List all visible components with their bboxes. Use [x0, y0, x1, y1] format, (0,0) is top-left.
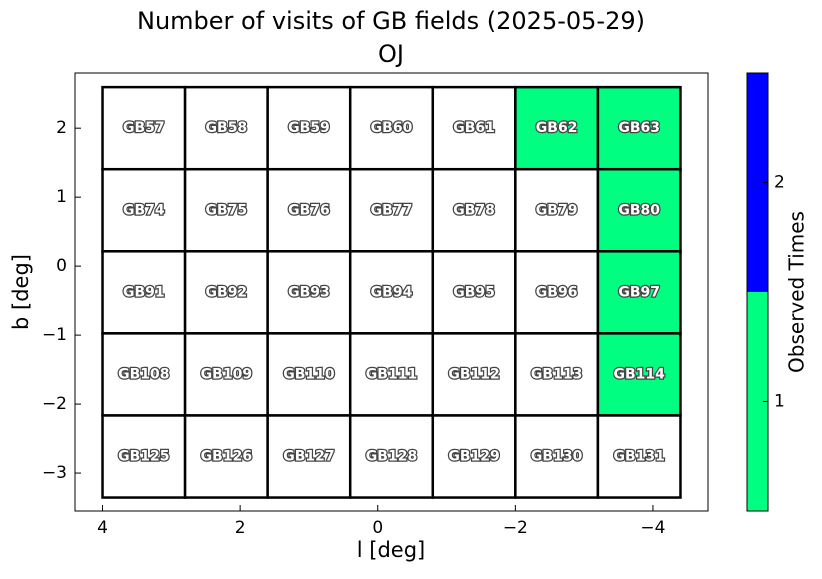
chart-title: Number of visits of GB fields (2025-05-2… [137, 7, 645, 35]
field-cell [183, 85, 269, 171]
field-label: GB76 [288, 202, 330, 218]
field-label: GB131 [614, 449, 665, 465]
field-cell [183, 332, 269, 417]
y-tick-label: −3 [42, 463, 67, 483]
field-cell [183, 250, 269, 335]
field-cell [514, 332, 600, 417]
colorbar-segment [747, 73, 768, 292]
colorbar-frame [746, 72, 769, 512]
colorbar-tick-label: 1 [774, 392, 785, 412]
chart-subtitle: OJ [378, 40, 404, 68]
field-label: GB61 [453, 120, 495, 136]
field-label: GB108 [118, 366, 169, 382]
field-cell [431, 250, 517, 335]
field-label: GB114 [614, 366, 666, 382]
y-tick-label: −1 [42, 325, 67, 345]
field-cell [266, 250, 352, 335]
y-axis-label: b [deg] [9, 254, 33, 330]
x-axis-label: l [deg] [357, 538, 425, 562]
y-tick-label: 1 [56, 187, 67, 207]
field-label: GB97 [618, 284, 660, 300]
colorbar-label: Observed Times [785, 211, 809, 373]
field-label: GB125 [118, 449, 169, 465]
field-label: GB57 [123, 120, 165, 136]
field-label: GB60 [371, 120, 413, 136]
x-tick-label: −2 [503, 518, 528, 538]
field-label: GB62 [536, 120, 578, 136]
x-tick-label: 2 [235, 518, 246, 538]
field-label: GB94 [371, 284, 413, 300]
field-label: GB128 [366, 449, 417, 465]
x-tick-label: 0 [372, 518, 383, 538]
field-label: GB58 [206, 120, 248, 136]
y-tick-label: 2 [56, 118, 67, 138]
field-label: GB80 [618, 202, 660, 218]
field-label: GB111 [366, 366, 417, 382]
field-cell [514, 414, 600, 499]
field-label: GB109 [201, 366, 252, 382]
colorbar-tick-label: 2 [774, 173, 785, 193]
field-label: GB113 [531, 366, 582, 382]
field-label: GB112 [448, 366, 499, 382]
field-label: GB96 [536, 284, 578, 300]
field-cell [431, 167, 517, 253]
field-cell [596, 250, 682, 335]
field-cell [101, 85, 187, 171]
field-label: GB130 [531, 449, 583, 465]
field-label: GB63 [618, 120, 660, 136]
field-cell [266, 414, 352, 499]
field-label: GB129 [448, 449, 499, 465]
field-cell [596, 414, 682, 499]
y-tick-label: 0 [56, 256, 67, 276]
field-cell [101, 332, 187, 417]
field-label: GB126 [201, 449, 252, 465]
field-label: GB79 [536, 202, 578, 218]
field-label: GB110 [283, 366, 335, 382]
field-label: GB127 [283, 449, 334, 465]
field-cell [266, 167, 352, 253]
field-label: GB59 [288, 120, 330, 136]
x-tick-label: −4 [640, 518, 665, 538]
field-label: GB78 [453, 202, 495, 218]
field-label: GB77 [371, 202, 413, 218]
plot-frame [74, 72, 709, 512]
field-label: GB75 [206, 202, 248, 218]
colorbar-segment [747, 292, 768, 511]
field-cell [596, 167, 682, 253]
field-label: GB91 [123, 284, 165, 300]
field-cell [514, 250, 600, 335]
field-cell [101, 414, 187, 499]
field-label: GB92 [206, 284, 248, 300]
field-cell [101, 167, 187, 253]
field-label: GB93 [288, 284, 330, 300]
y-tick-label: −2 [42, 394, 67, 414]
x-tick-label: 4 [97, 518, 108, 538]
field-label: GB74 [123, 202, 165, 218]
field-cell [514, 85, 600, 171]
field-label: GB95 [453, 284, 495, 300]
